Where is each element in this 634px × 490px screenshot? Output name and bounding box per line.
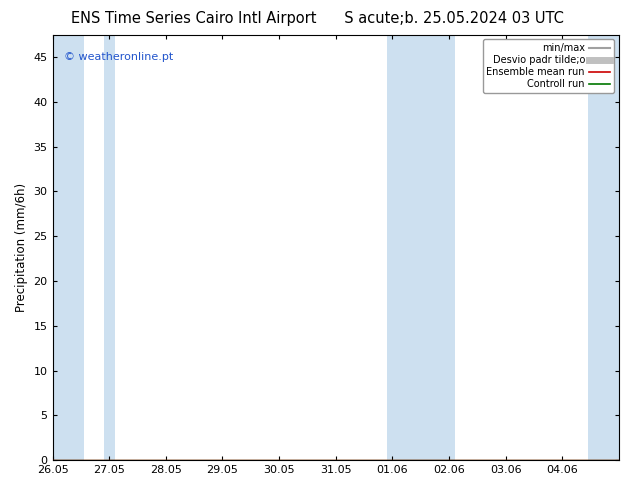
Bar: [588, 35, 634, 460]
Bar: [387, 35, 455, 460]
Bar: [103, 35, 115, 460]
Y-axis label: Precipitation (mm/6h): Precipitation (mm/6h): [15, 183, 28, 312]
Bar: [24, 35, 84, 460]
Text: © weatheronline.pt: © weatheronline.pt: [64, 51, 173, 62]
Text: ENS Time Series Cairo Intl Airport      S acute;b. 25.05.2024 03 UTC: ENS Time Series Cairo Intl Airport S acu…: [70, 11, 564, 26]
Legend: min/max, Desvio padr tilde;o, Ensemble mean run, Controll run: min/max, Desvio padr tilde;o, Ensemble m…: [482, 40, 614, 93]
